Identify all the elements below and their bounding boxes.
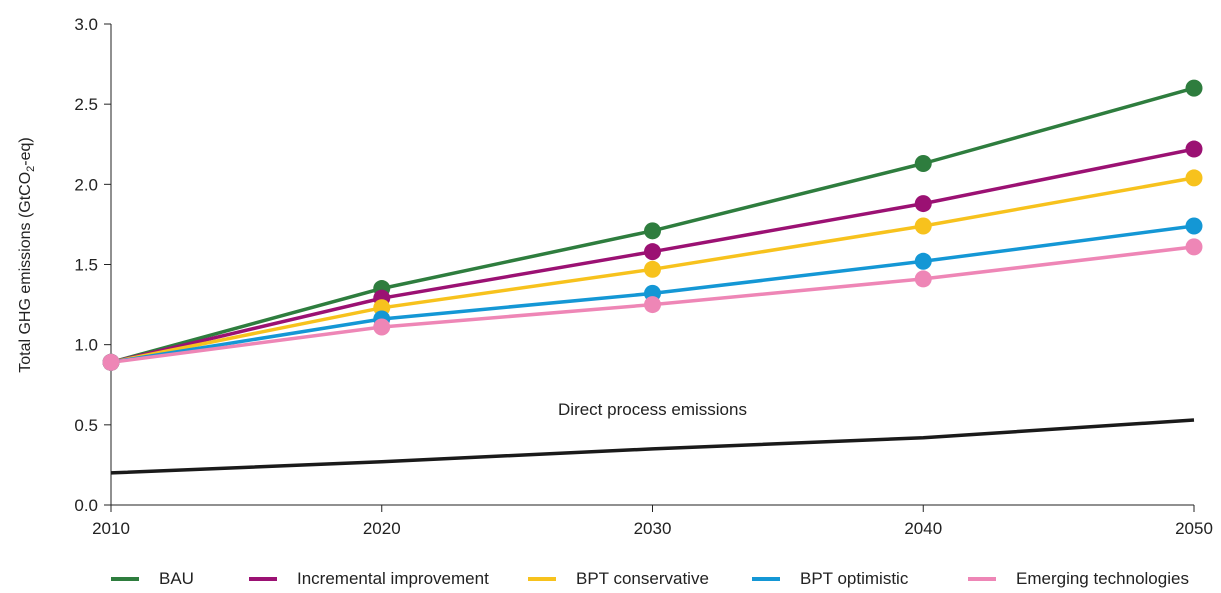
legend-item-emerging-technologies: Emerging technologies — [968, 566, 1189, 592]
data-point-bau — [1185, 79, 1203, 97]
y-tick-label: 3.0 — [74, 15, 98, 34]
data-point-bau — [914, 154, 932, 172]
legend-swatch — [249, 577, 277, 581]
series-line-direct-process — [110, 418, 1195, 475]
emissions-chart: 0.00.51.01.52.02.53.0 2010 2020 2030 2040 20… — [17, 15, 1213, 538]
y-tick-label: 2.0 — [74, 175, 98, 194]
x-ticks: 2010 2020 2030 2040 2050 — [92, 505, 1213, 538]
x-tick-label: 2010 — [92, 519, 130, 538]
legend-label: Incremental improvement — [297, 569, 489, 588]
data-point-bpt-conservative — [914, 217, 932, 235]
legend-label: Emerging technologies — [1016, 569, 1189, 588]
y-ticks: 0.0 0.5 1.0 1.5 2.0 2.5 3.0 — [74, 15, 111, 515]
x-tick-label: 2040 — [904, 519, 942, 538]
series-markers — [102, 79, 1203, 371]
data-point-incremental-improvement — [1185, 140, 1203, 158]
legend-item-bpt-optimistic: BPT optimistic — [752, 566, 908, 592]
data-point-bpt-optimistic — [1185, 217, 1203, 235]
data-point-emerging-technologies — [644, 296, 661, 314]
legend-label: BPT conservative — [576, 569, 709, 588]
chart-legend: BAU Incremental improvement BPT conservati… — [0, 566, 1221, 592]
data-point-emerging-technologies — [914, 270, 932, 288]
legend-swatch — [968, 577, 996, 581]
annotation-label: Direct process emissions — [558, 400, 747, 419]
data-point-incremental-improvement — [914, 195, 932, 213]
legend-item-bau: BAU — [111, 566, 194, 592]
y-tick-label: 2.5 — [74, 95, 98, 114]
x-tick-label: 2050 — [1175, 519, 1213, 538]
data-point-emerging-technologies — [1185, 238, 1203, 256]
data-point-emerging-technologies — [102, 353, 120, 371]
legend-item-incremental-improvement: Incremental improvement — [249, 566, 489, 592]
data-point-emerging-technologies — [373, 318, 391, 336]
y-tick-label: 0.0 — [74, 496, 98, 515]
x-tick-label: 2020 — [363, 519, 401, 538]
legend-swatch — [528, 577, 556, 581]
legend-label: BAU — [159, 569, 194, 588]
y-tick-label: 0.5 — [74, 416, 98, 435]
data-point-bpt-optimistic — [914, 252, 932, 270]
data-point-bpt-conservative — [644, 260, 661, 278]
y-tick-label: 1.0 — [74, 336, 98, 355]
legend-swatch — [752, 577, 780, 581]
legend-label: BPT optimistic — [800, 569, 909, 588]
data-point-bau — [644, 222, 661, 240]
annotations: Direct process emissions — [558, 400, 747, 419]
data-point-bpt-conservative — [1185, 169, 1203, 187]
legend-swatch — [111, 577, 139, 581]
y-tick-label: 1.5 — [74, 256, 98, 275]
data-point-incremental-improvement — [644, 243, 661, 261]
x-tick-label: 2030 — [634, 519, 672, 538]
legend-item-bpt-conservative: BPT conservative — [528, 566, 709, 592]
y-axis-label: Total GHG emissions (GtCO2-eq) — [17, 137, 37, 373]
